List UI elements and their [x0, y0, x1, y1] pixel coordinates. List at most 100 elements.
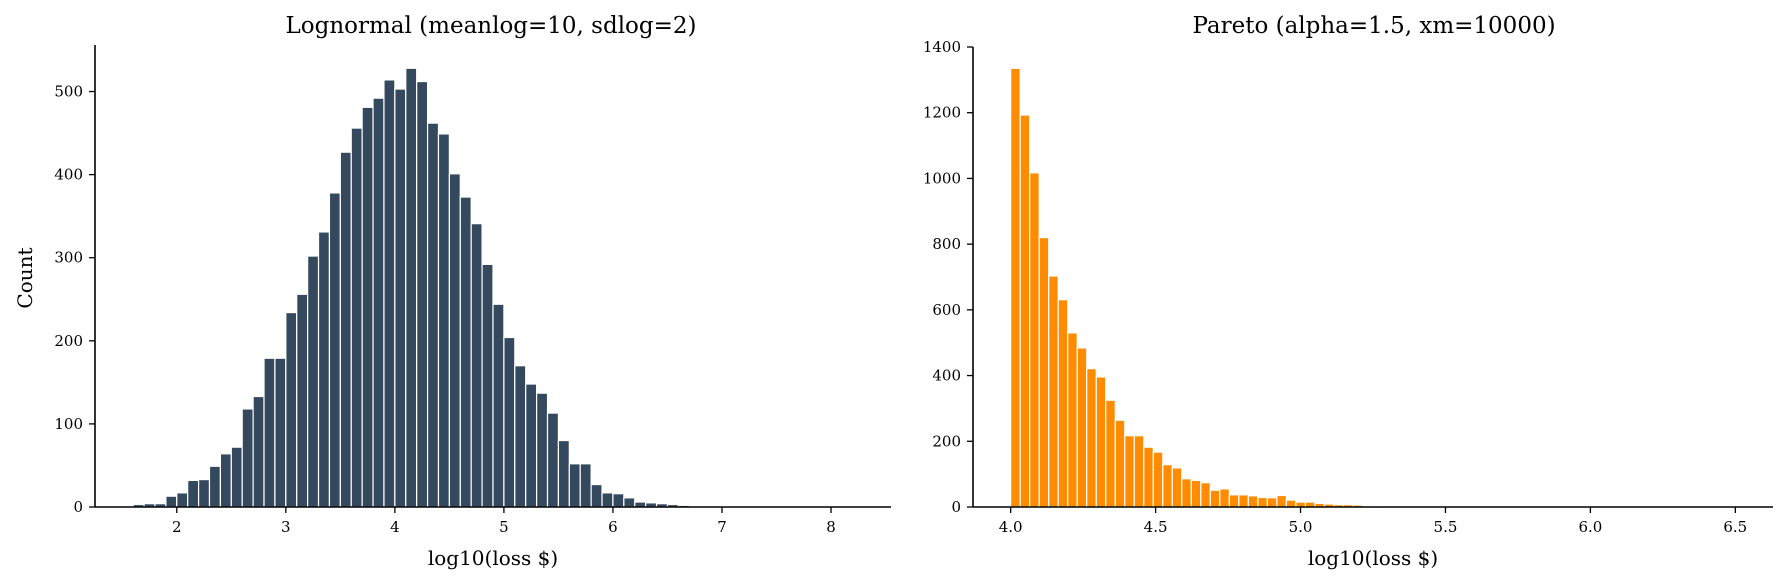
pareto-y-tick-label: 1200 — [923, 104, 961, 122]
pareto-bar — [1029, 172, 1040, 508]
pareto-bar — [1143, 446, 1154, 508]
lognormal-bar — [176, 492, 189, 508]
pareto-bar — [1133, 435, 1145, 508]
pareto-chart-title: Pareto (alpha=1.5, xm=10000) — [1192, 13, 1555, 39]
lognormal-bar — [165, 495, 178, 508]
pareto-bar — [1114, 419, 1126, 508]
lognormal-bar — [459, 196, 472, 508]
lognormal-bar — [285, 311, 298, 508]
lognormal-bar — [230, 446, 243, 508]
pareto-bar — [1276, 494, 1287, 508]
pareto-y-tick-label: 0 — [951, 498, 961, 516]
lognormal-bar — [317, 231, 331, 508]
lognormal-bar — [448, 173, 461, 508]
lognormal-bar — [557, 439, 570, 508]
pareto-bar — [1190, 479, 1202, 508]
lognormal-bar — [339, 151, 352, 508]
lognormal-bar — [187, 479, 200, 508]
lognormal-x-tick-label: 2 — [172, 518, 182, 536]
lognormal-bar — [612, 493, 625, 508]
pareto-y-tick-label: 1000 — [923, 169, 961, 187]
pareto-bar — [1285, 499, 1297, 508]
lognormal-bar — [383, 79, 396, 508]
pareto-histogram-chart: Pareto (alpha=1.5, xm=10000) 4.0 4.5 5.0 5.… — [923, 13, 1773, 570]
pareto-bar — [1067, 332, 1078, 508]
lognormal-bar — [470, 223, 483, 508]
pareto-x-tick-label: 6.0 — [1578, 518, 1602, 536]
lognormal-bar — [579, 463, 592, 508]
pareto-bar — [1209, 489, 1221, 508]
lognormal-x-tick-label: 7 — [717, 518, 727, 536]
lognormal-y-tick-label: 100 — [54, 415, 83, 433]
lognormal-bar — [426, 122, 440, 508]
lognormal-bar — [307, 255, 320, 508]
lognormal-bar — [263, 357, 276, 508]
lognormal-y-tick-label: 400 — [54, 166, 83, 184]
pareto-bar — [1181, 478, 1192, 508]
pareto-bar — [1019, 114, 1031, 508]
pareto-y-tick-label: 800 — [932, 235, 961, 253]
lognormal-y-axis-label: Count — [13, 247, 37, 308]
pareto-x-ticks: 4.0 4.5 5.0 5.5 6.0 6.5 — [999, 507, 1747, 536]
lognormal-bar — [219, 453, 232, 508]
pareto-y-tick-label: 200 — [932, 432, 961, 450]
pareto-bar — [1171, 467, 1183, 508]
lognormal-bar — [372, 97, 385, 508]
pareto-bar — [1057, 299, 1069, 508]
lognormal-y-tick-label: 200 — [54, 332, 83, 350]
lognormal-bar — [296, 293, 309, 508]
pareto-x-tick-label: 5.5 — [1434, 518, 1458, 536]
lognormal-bar — [601, 492, 614, 508]
pareto-x-tick-label: 4.0 — [999, 518, 1023, 536]
pareto-y-tick-label: 400 — [932, 367, 961, 385]
pareto-y-ticks: 0 200 400 600 800 1000 1200 1400 — [923, 38, 973, 516]
pareto-bars — [1010, 67, 1478, 508]
pareto-bar — [1038, 236, 1050, 508]
pareto-bar — [1266, 497, 1278, 508]
lognormal-bar — [252, 395, 265, 508]
lognormal-bar — [623, 497, 636, 508]
lognormal-bars — [132, 67, 745, 508]
lognormal-bar — [241, 408, 254, 508]
lognormal-x-tick-label: 8 — [826, 518, 836, 536]
pareto-x-tick-label: 4.5 — [1144, 518, 1168, 536]
pareto-bar — [1010, 67, 1021, 508]
pareto-x-tick-label: 6.5 — [1723, 518, 1747, 536]
lognormal-bar — [361, 106, 374, 508]
lognormal-y-ticks: 0 100 200 300 400 500 — [54, 83, 95, 516]
lognormal-x-tick-label: 6 — [608, 518, 618, 536]
lognormal-bar — [568, 463, 581, 508]
pareto-y-tick-label: 1400 — [923, 38, 961, 56]
pareto-x-tick-label: 5.0 — [1289, 518, 1313, 536]
pareto-bar — [1105, 399, 1116, 508]
lognormal-bar — [481, 263, 494, 508]
lognormal-bar — [394, 88, 407, 508]
lognormal-x-ticks: 2 3 4 5 6 7 8 — [172, 507, 836, 536]
lognormal-bar — [416, 80, 429, 508]
pareto-bar — [1247, 495, 1259, 508]
lognormal-y-tick-label: 300 — [54, 249, 83, 267]
pareto-bar — [1238, 494, 1249, 508]
pareto-bar — [1228, 494, 1240, 508]
lognormal-bar — [328, 192, 341, 508]
lognormal-bar — [208, 465, 221, 508]
lognormal-bar — [437, 133, 450, 508]
lognormal-y-tick-label: 0 — [73, 498, 83, 516]
lognormal-x-tick-label: 3 — [281, 518, 291, 536]
lognormal-bar — [197, 478, 211, 508]
pareto-bar — [1048, 275, 1059, 508]
lognormal-x-axis-label: log10(loss $) — [428, 546, 558, 570]
lognormal-bar — [536, 392, 549, 508]
pareto-bar — [1086, 368, 1097, 508]
pareto-bar — [1076, 347, 1088, 508]
lognormal-x-tick-label: 4 — [390, 518, 400, 536]
pareto-bar — [1095, 376, 1107, 508]
lognormal-bar — [350, 127, 363, 508]
lognormal-bar — [514, 365, 527, 508]
lognormal-bar — [492, 303, 505, 508]
lognormal-x-tick-label: 5 — [499, 518, 509, 536]
pareto-bar — [1257, 496, 1268, 508]
pareto-bar — [1219, 488, 1230, 508]
